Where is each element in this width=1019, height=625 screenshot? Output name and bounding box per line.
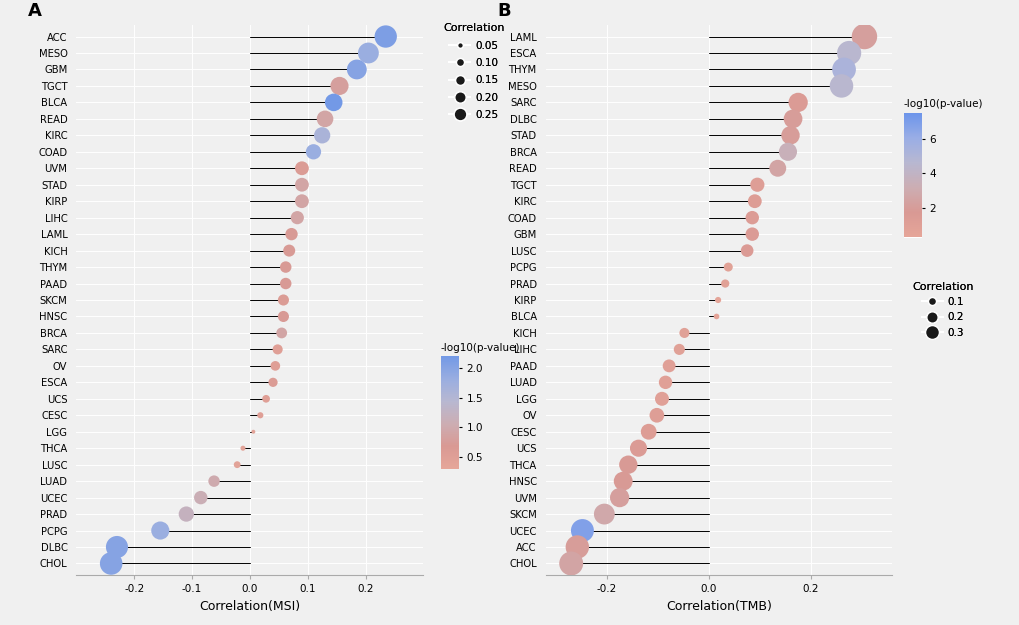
Point <box>630 443 646 453</box>
Point <box>275 295 291 305</box>
Point <box>738 246 754 256</box>
Point <box>293 163 310 173</box>
Point <box>331 81 347 91</box>
Point <box>648 410 664 420</box>
Legend: 0.05, 0.10, 0.15, 0.20, 0.25: 0.05, 0.10, 0.15, 0.20, 0.25 <box>438 19 508 124</box>
Text: -log10(p-value): -log10(p-value) <box>903 99 982 109</box>
Point <box>716 279 733 289</box>
Point <box>719 262 736 272</box>
Point <box>252 410 268 420</box>
Point <box>152 526 168 536</box>
Point <box>325 98 341 107</box>
X-axis label: Correlation(TMB): Correlation(TMB) <box>665 599 771 612</box>
Point <box>245 427 261 437</box>
Point <box>569 542 585 552</box>
X-axis label: Correlation(MSI): Correlation(MSI) <box>199 599 301 612</box>
Point <box>779 147 795 157</box>
Point <box>656 378 673 388</box>
Point <box>258 394 274 404</box>
Point <box>836 64 852 74</box>
Point <box>103 559 119 569</box>
Point <box>269 344 285 354</box>
Point <box>595 509 611 519</box>
Point <box>746 196 762 206</box>
Point <box>789 98 805 107</box>
Point <box>348 64 365 74</box>
Point <box>744 213 760 222</box>
Point <box>856 31 872 41</box>
Point <box>660 361 677 371</box>
Point <box>748 180 764 190</box>
Point <box>653 394 669 404</box>
Point <box>305 147 321 157</box>
Point <box>293 196 310 206</box>
Point <box>277 279 293 289</box>
Point <box>676 328 692 338</box>
Point <box>671 344 687 354</box>
Text: -log10(p-value): -log10(p-value) <box>440 342 520 352</box>
Point <box>178 509 195 519</box>
Point <box>782 131 798 141</box>
Point <box>744 229 760 239</box>
Point <box>840 48 856 58</box>
Text: B: B <box>497 1 511 19</box>
Point <box>317 114 333 124</box>
Point <box>288 213 305 222</box>
Point <box>206 476 222 486</box>
Point <box>785 114 801 124</box>
Point <box>283 229 300 239</box>
Point <box>574 526 590 536</box>
Point <box>267 361 283 371</box>
Point <box>293 180 310 190</box>
Point <box>833 81 849 91</box>
Point <box>275 311 291 321</box>
Text: A: A <box>28 1 42 19</box>
Point <box>109 542 125 552</box>
Point <box>360 48 376 58</box>
Point <box>707 311 723 321</box>
Point <box>234 443 251 453</box>
Legend: 0.1, 0.2, 0.3: 0.1, 0.2, 0.3 <box>907 278 977 342</box>
Point <box>265 378 281 388</box>
Point <box>273 328 289 338</box>
Point <box>377 31 393 41</box>
Point <box>640 427 656 437</box>
Point <box>611 492 628 502</box>
Point <box>614 476 631 486</box>
Point <box>769 163 786 173</box>
Point <box>709 295 726 305</box>
Point <box>277 262 293 272</box>
Point <box>193 492 209 502</box>
Point <box>229 459 246 469</box>
Point <box>620 459 636 469</box>
Point <box>281 246 298 256</box>
Point <box>314 131 330 141</box>
Point <box>562 559 579 569</box>
